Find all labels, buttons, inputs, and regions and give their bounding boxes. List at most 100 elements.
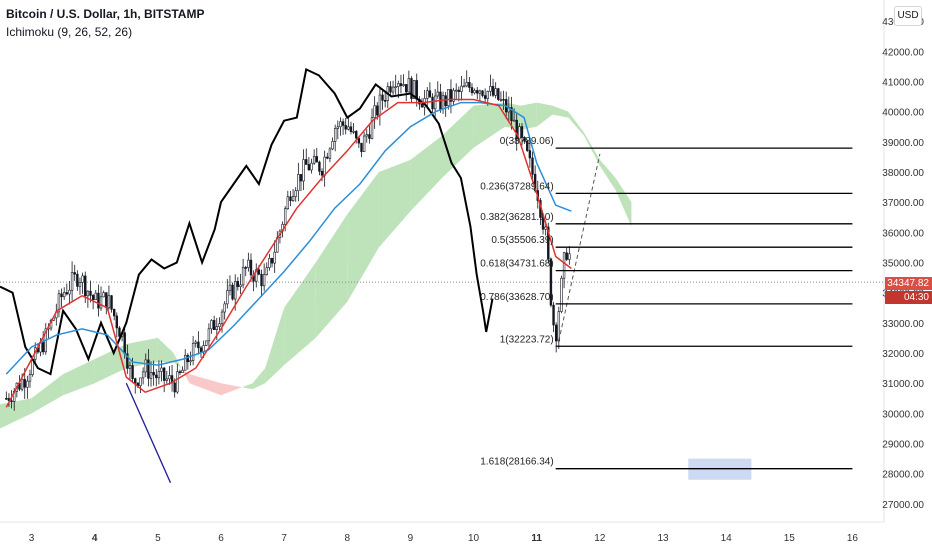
- candle-body: [457, 89, 461, 92]
- candle-body: [315, 156, 318, 163]
- candle-body: [249, 259, 253, 276]
- candle-body: [168, 375, 171, 380]
- date-tick-label: 10: [468, 533, 480, 544]
- candle-body: [402, 84, 405, 87]
- cloud-segment: [599, 159, 616, 191]
- symbol-title[interactable]: Bitcoin / U.S. Dollar, 1h, BITSTAMP: [6, 7, 205, 21]
- cloud-segment: [63, 359, 95, 396]
- candle-body: [91, 295, 95, 300]
- candle-body: [552, 304, 555, 326]
- candle-body: [189, 360, 192, 363]
- candle-body: [341, 121, 345, 126]
- candle-body: [118, 327, 121, 337]
- candle-body: [210, 320, 213, 330]
- cloud-segment: [252, 368, 266, 390]
- candle-body: [194, 341, 197, 344]
- candle-body: [84, 275, 87, 297]
- price-tick-label: 28000.00: [882, 470, 924, 481]
- candle-body: [452, 90, 455, 102]
- candle-body: [473, 90, 476, 94]
- candle-body: [347, 126, 350, 130]
- cloud-segment: [347, 172, 379, 302]
- candle-body: [73, 272, 76, 275]
- candle-body: [483, 95, 487, 99]
- currency-button[interactable]: USD: [894, 6, 922, 26]
- candle-body: [515, 119, 518, 140]
- candle-body: [331, 141, 334, 150]
- candle-body: [131, 365, 134, 379]
- date-tick-label: 16: [847, 533, 859, 544]
- candle-body: [355, 131, 358, 139]
- candle-body: [328, 148, 332, 159]
- candle-body: [499, 99, 503, 101]
- candle-body: [199, 347, 203, 353]
- lagging-span-line: [0, 67, 494, 376]
- cloud-segment: [265, 307, 285, 384]
- candle-body: [297, 174, 300, 192]
- cloud-segment: [552, 105, 569, 118]
- candle-body: [547, 226, 550, 260]
- candle-body: [89, 290, 92, 296]
- candle-body: [178, 371, 182, 374]
- candle-body: [236, 281, 240, 287]
- fibonacci-retracement[interactable]: 0(38789.06) 0.236(37289.64) 0.382(36281.10…: [480, 136, 853, 470]
- candle-body: [81, 275, 84, 283]
- candle-body: [257, 269, 261, 275]
- candle-body: [60, 293, 63, 298]
- cloud-segment: [536, 102, 553, 127]
- price-axis[interactable]: 27000.00 28000.00 29000.00 30000.00 31000.00…: [882, 0, 924, 522]
- candle-body: [110, 295, 113, 310]
- candle-body: [283, 208, 287, 225]
- candle-body: [139, 377, 142, 387]
- candle-body: [336, 126, 340, 129]
- time-axis[interactable]: 3 4 5 6 7 8 9 10 11 12 13 14 15 16: [0, 521, 884, 544]
- date-tick-label: 13: [657, 533, 669, 544]
- candle-body: [228, 284, 232, 291]
- candle-body: [465, 82, 468, 87]
- candle-body: [318, 161, 321, 172]
- candle-body: [441, 95, 445, 110]
- cloud-segment: [31, 374, 64, 414]
- date-tick-label: 14: [721, 533, 733, 544]
- candle-body: [362, 135, 366, 152]
- cloud-segment: [315, 214, 348, 338]
- candle-body: [220, 311, 224, 325]
- candle-body: [262, 274, 266, 287]
- candle-body: [568, 253, 571, 260]
- candle-body: [481, 90, 484, 96]
- candle-body: [20, 379, 24, 390]
- candle-body: [365, 134, 368, 137]
- candle-body: [323, 156, 326, 176]
- candle-body: [97, 292, 100, 309]
- candle-body: [157, 371, 161, 379]
- candle-body: [486, 91, 489, 99]
- cloud-segment: [568, 111, 585, 136]
- candle-body: [370, 117, 374, 139]
- candle-body: [107, 295, 111, 309]
- price-tick-label: 30000.00: [882, 409, 924, 420]
- candle-body: [420, 103, 424, 108]
- fib-level-label: 0.5(35506.39): [491, 235, 553, 246]
- candle-body: [94, 292, 97, 300]
- candle-body: [383, 100, 387, 102]
- candle-body: [428, 90, 432, 98]
- candle-body: [462, 85, 466, 88]
- candle-body: [57, 293, 61, 313]
- candle-body: [333, 128, 337, 142]
- candle-body: [147, 359, 150, 379]
- candle-body: [455, 89, 458, 92]
- candle-body: [123, 332, 126, 355]
- candle-body: [339, 121, 342, 128]
- price-tick-label: 32000.00: [882, 349, 924, 360]
- indicator-legend[interactable]: Ichimoku (9, 26, 52, 26): [6, 25, 133, 39]
- price-tick-label: 27000.00: [882, 500, 924, 511]
- candle-body: [344, 125, 347, 130]
- candle-body: [241, 267, 245, 286]
- price-tick-label: 36000.00: [882, 228, 924, 239]
- candle-body: [181, 369, 184, 373]
- candle-body: [70, 272, 74, 291]
- projection-line: [125, 382, 172, 484]
- candle-body: [436, 91, 439, 97]
- candle-body: [360, 142, 363, 152]
